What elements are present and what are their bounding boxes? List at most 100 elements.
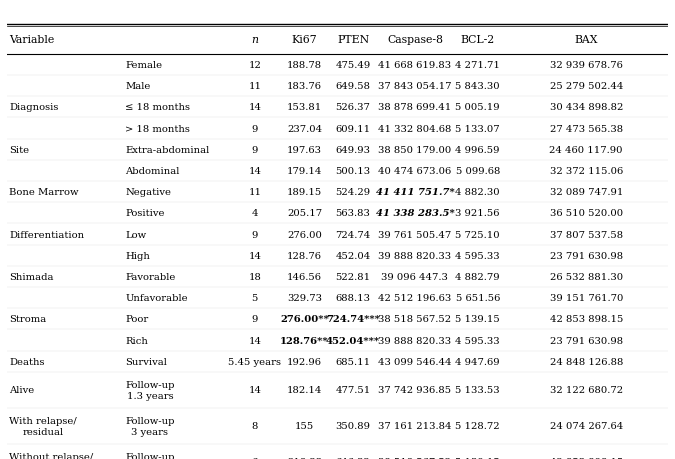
Text: 9: 9	[252, 124, 258, 133]
Text: 12: 12	[248, 61, 261, 70]
Text: 5 128.72: 5 128.72	[456, 421, 500, 431]
Text: 609.11: 609.11	[335, 124, 371, 133]
Text: 14: 14	[248, 103, 261, 112]
Text: 182.14: 182.14	[287, 386, 322, 394]
Text: 38 850 179.00: 38 850 179.00	[378, 146, 452, 154]
Text: 11: 11	[248, 188, 261, 197]
Text: 189.15: 189.15	[287, 188, 322, 197]
Text: 43 099 546.44: 43 099 546.44	[378, 357, 452, 366]
Text: 32 372 115.06: 32 372 115.06	[549, 167, 623, 176]
Text: 42 853 898.15: 42 853 898.15	[549, 314, 623, 324]
Text: 153.81: 153.81	[287, 103, 322, 112]
Text: 563.83: 563.83	[335, 209, 371, 218]
Text: 37 742 936.85: 37 742 936.85	[378, 386, 452, 394]
Text: 218.33: 218.33	[287, 458, 322, 459]
Text: 24 848 126.88: 24 848 126.88	[549, 357, 623, 366]
Text: 5 099.68: 5 099.68	[456, 167, 500, 176]
Text: 5 139.15: 5 139.15	[456, 458, 500, 459]
Text: 4 947.69: 4 947.69	[456, 357, 500, 366]
Text: 39 096 447.3: 39 096 447.3	[381, 272, 448, 281]
Text: Stroma: Stroma	[9, 314, 47, 324]
Text: 452.04: 452.04	[335, 251, 371, 260]
Text: 14: 14	[248, 386, 261, 394]
Text: 11: 11	[248, 82, 261, 91]
Text: 724.74: 724.74	[335, 230, 371, 239]
Text: 475.49: 475.49	[335, 61, 371, 70]
Text: 42 512 196.63: 42 512 196.63	[378, 293, 452, 302]
Text: 276.00: 276.00	[287, 230, 322, 239]
Text: 4 996.59: 4 996.59	[456, 146, 500, 154]
Text: n: n	[251, 35, 259, 45]
Text: Shimada: Shimada	[9, 272, 54, 281]
Text: 4 882.30: 4 882.30	[456, 188, 500, 197]
Text: 192.96: 192.96	[287, 357, 322, 366]
Text: Alive: Alive	[9, 386, 34, 394]
Text: 183.76: 183.76	[287, 82, 322, 91]
Text: 5 005.19: 5 005.19	[456, 103, 500, 112]
Text: 30 434 898.82: 30 434 898.82	[549, 103, 623, 112]
Text: Rich: Rich	[125, 336, 148, 345]
Text: 38 878 699.41: 38 878 699.41	[378, 103, 452, 112]
Text: 26 532 881.30: 26 532 881.30	[549, 272, 623, 281]
Text: 276.00**: 276.00**	[280, 314, 329, 324]
Text: Follow-up
1.3 years: Follow-up 1.3 years	[125, 380, 175, 400]
Text: Deaths: Deaths	[9, 357, 45, 366]
Text: 500.13: 500.13	[335, 167, 371, 176]
Text: 452.04***: 452.04***	[326, 336, 380, 345]
Text: 205.17: 205.17	[287, 209, 322, 218]
Text: Differentiation: Differentiation	[9, 230, 84, 239]
Text: Extra-abdominal: Extra-abdominal	[125, 146, 209, 154]
Text: 4 595.33: 4 595.33	[456, 251, 500, 260]
Text: 24 460 117.90: 24 460 117.90	[549, 146, 623, 154]
Text: 329.73: 329.73	[287, 293, 322, 302]
Text: 5 843.30: 5 843.30	[456, 82, 500, 91]
Text: 14: 14	[248, 336, 261, 345]
Text: Survival: Survival	[125, 357, 167, 366]
Text: 40 474 673.06: 40 474 673.06	[378, 167, 452, 176]
Text: 36 510 520.00: 36 510 520.00	[549, 209, 623, 218]
Text: 688.13: 688.13	[335, 293, 371, 302]
Text: 4 882.79: 4 882.79	[456, 272, 500, 281]
Text: 724.74***: 724.74***	[326, 314, 380, 324]
Text: 32 122 680.72: 32 122 680.72	[549, 386, 623, 394]
Text: 41 668 619.83: 41 668 619.83	[378, 61, 452, 70]
Text: 27 473 565.38: 27 473 565.38	[549, 124, 623, 133]
Text: 32 939 678.76: 32 939 678.76	[549, 61, 622, 70]
Text: ≤ 18 months: ≤ 18 months	[125, 103, 190, 112]
Text: 37 807 537.58: 37 807 537.58	[549, 230, 623, 239]
Text: 4 595.33: 4 595.33	[456, 336, 500, 345]
Text: 41 411 751.7*: 41 411 751.7*	[375, 188, 454, 197]
Text: 526.37: 526.37	[335, 103, 371, 112]
Text: 155: 155	[295, 421, 314, 431]
Text: Without relapse/
residual: Without relapse/ residual	[9, 452, 94, 459]
Text: 522.81: 522.81	[335, 272, 371, 281]
Text: 38 518 567.52: 38 518 567.52	[378, 314, 452, 324]
Text: 646.32: 646.32	[335, 458, 371, 459]
Text: 5 725.10: 5 725.10	[456, 230, 500, 239]
Text: 649.93: 649.93	[335, 146, 371, 154]
Text: 179.14: 179.14	[287, 167, 322, 176]
Text: Caspase-8: Caspase-8	[387, 35, 443, 45]
Text: 9: 9	[252, 230, 258, 239]
Text: Favorable: Favorable	[125, 272, 176, 281]
Text: 14: 14	[248, 167, 261, 176]
Text: 350.89: 350.89	[335, 421, 371, 431]
Text: Unfavorable: Unfavorable	[125, 293, 188, 302]
Text: 146.56: 146.56	[287, 272, 322, 281]
Text: 5.45 years: 5.45 years	[228, 357, 281, 366]
Text: 38 518 567.52: 38 518 567.52	[378, 458, 452, 459]
Text: 18: 18	[248, 272, 261, 281]
Text: 649.58: 649.58	[335, 82, 371, 91]
Text: 32 089 747.91: 32 089 747.91	[549, 188, 623, 197]
Text: 23 791 630.98: 23 791 630.98	[549, 251, 623, 260]
Text: 42 853 898.15: 42 853 898.15	[549, 458, 623, 459]
Text: Variable: Variable	[9, 35, 55, 45]
Text: Ki67: Ki67	[292, 35, 317, 45]
Text: 25 279 502.44: 25 279 502.44	[549, 82, 623, 91]
Text: 9: 9	[252, 146, 258, 154]
Text: High: High	[125, 251, 150, 260]
Text: 4 271.71: 4 271.71	[456, 61, 500, 70]
Text: 23 791 630.98: 23 791 630.98	[549, 336, 623, 345]
Text: 5 133.07: 5 133.07	[456, 124, 500, 133]
Text: 188.78: 188.78	[287, 61, 322, 70]
